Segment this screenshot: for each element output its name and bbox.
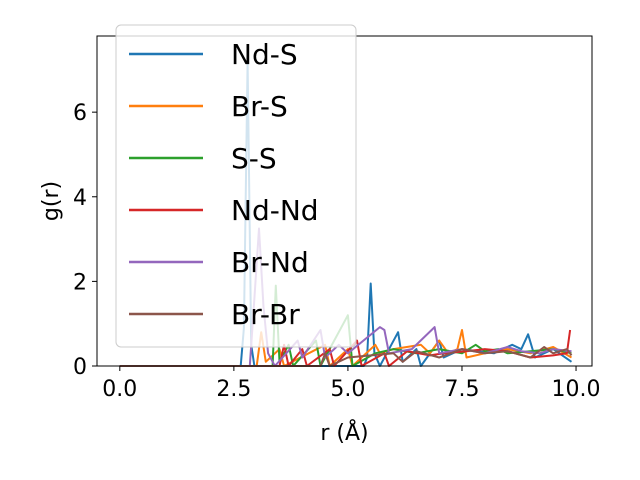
y-axis: 0 2 4 6 (73, 101, 97, 380)
x-tick-label: 2.5 (216, 377, 251, 402)
y-tick-label: 6 (73, 101, 87, 126)
legend-label-nd-nd: Nd-Nd (231, 194, 319, 227)
x-tick-label: 0.0 (102, 377, 137, 402)
x-tick-label: 7.5 (444, 377, 479, 402)
x-tick-label: 5.0 (330, 377, 365, 402)
y-tick-label: 4 (73, 186, 87, 211)
x-axis-label: r (Å) (320, 419, 368, 446)
y-tick-label: 2 (73, 270, 87, 295)
x-axis: 0.0 2.5 5.0 7.5 10.0 (102, 366, 601, 402)
y-axis-label: g(r) (39, 181, 64, 221)
legend-label-nd-s: Nd-S (231, 38, 298, 71)
x-tick-label: 10.0 (552, 377, 601, 402)
legend-label-br-s: Br-S (231, 90, 288, 123)
legend-label-br-nd: Br-Nd (231, 246, 309, 279)
series-line-br-br (119, 346, 573, 367)
y-tick-label: 0 (73, 355, 87, 380)
legend-label-s-s: S-S (231, 142, 277, 175)
legend-label-br-br: Br-Br (231, 298, 300, 331)
legend: Nd-S Br-S S-S Nd-Nd Br-Nd Br-Br (115, 24, 357, 348)
